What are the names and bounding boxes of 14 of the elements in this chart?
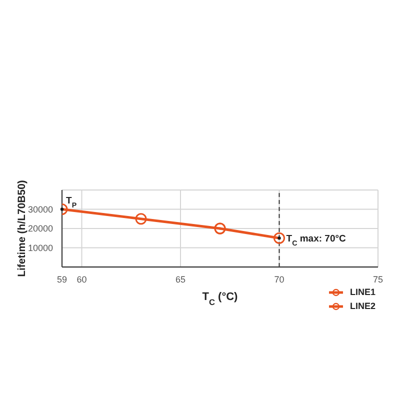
- legend-label: LINE2: [350, 301, 376, 311]
- y-tick-label: 20000: [28, 224, 53, 234]
- y-tick-label: 10000: [28, 242, 53, 253]
- x-tick-label: 60: [76, 274, 87, 284]
- legend-label: LINE1: [350, 287, 376, 297]
- x-axis-title: T$_{C}$ (°C): [202, 291, 238, 306]
- annotation: T$_{P}$: [66, 195, 77, 210]
- x-tick-label: 65: [175, 274, 186, 284]
- x-tick-label: 75: [372, 274, 384, 284]
- annotation: T$_{C}$ max: 70°C: [286, 234, 346, 248]
- x-tick-label: 70: [274, 274, 284, 284]
- x-tick-label: 59: [56, 274, 68, 284]
- y-tick-label: 30000: [28, 204, 53, 214]
- y-axis-title: Lifetime (h/L70B50): [16, 180, 28, 277]
